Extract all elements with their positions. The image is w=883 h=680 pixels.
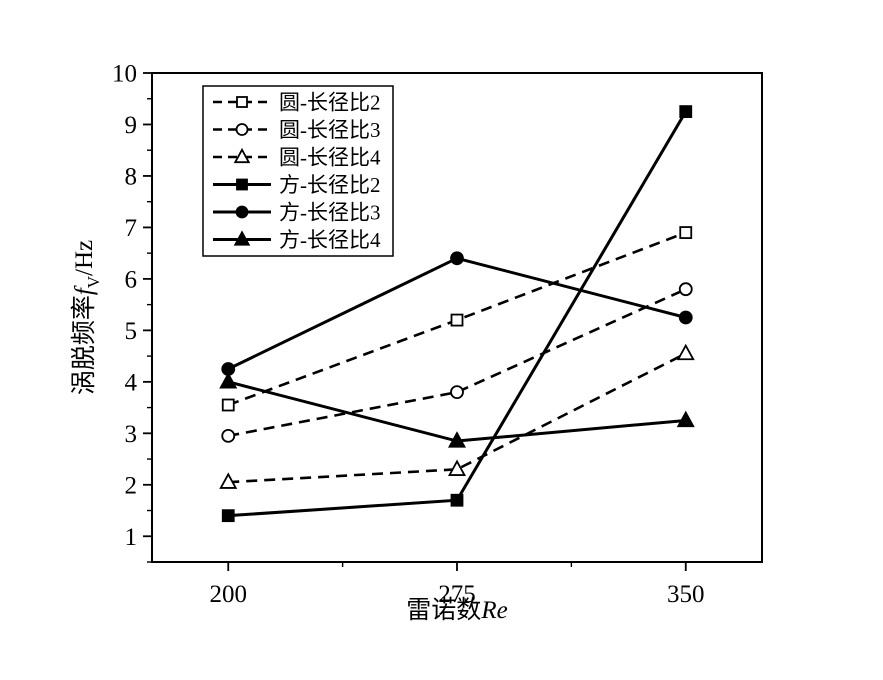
- filled-triangle-marker-icon: [676, 410, 695, 428]
- filled-circle-marker-icon: [450, 251, 464, 266]
- filled-square-marker-icon: [450, 493, 464, 507]
- x-axis-label: 雷诺数Re: [406, 596, 507, 624]
- filled-circle-marker-icon: [235, 205, 249, 219]
- y-tick-label: 10: [112, 61, 137, 88]
- y-tick-label: 4: [125, 369, 138, 396]
- open-square-marker-icon: [679, 226, 693, 239]
- y-tick-label: 6: [125, 266, 138, 293]
- y-tick-label: 7: [125, 215, 138, 242]
- x-tick-label: 200: [210, 581, 248, 608]
- y-tick-label: 2: [125, 472, 138, 499]
- filled-triangle-marker-icon: [447, 431, 467, 448]
- filled-square-marker-icon: [236, 178, 248, 191]
- x-tick-label: 350: [667, 581, 705, 608]
- series-5: [221, 251, 693, 376]
- open-triangle-marker-icon: [219, 472, 238, 489]
- filled-triangle-marker-icon: [233, 230, 251, 246]
- filled-triangle-marker-icon: [219, 372, 238, 389]
- series-3: [219, 343, 695, 489]
- series-1: [221, 226, 693, 412]
- series-4: [221, 105, 693, 523]
- legend-label: 圆-长径比3: [279, 118, 381, 142]
- legend-label: 圆-长径比2: [279, 91, 381, 115]
- series-line: [228, 288, 687, 438]
- legend-label: 方-长径比4: [279, 228, 381, 252]
- x-tick-label: 275: [438, 581, 476, 608]
- open-circle-marker-icon: [221, 428, 236, 443]
- open-square-marker-icon: [450, 313, 464, 327]
- open-square-marker-icon: [236, 96, 248, 108]
- open-circle-marker-icon: [235, 123, 249, 136]
- legend-box: [202, 85, 394, 257]
- filled-circle-marker-icon: [678, 310, 693, 325]
- legend-label: 方-长径比2: [279, 173, 381, 197]
- axes: 1 2 3 4 5 6 7 8 9 10 200 275 350: [112, 61, 763, 608]
- open-circle-marker-icon: [678, 282, 693, 297]
- series-line: [228, 352, 687, 484]
- series-6: [219, 372, 695, 448]
- open-triangle-marker-icon: [233, 147, 251, 164]
- series-line: [227, 256, 687, 371]
- y-tick-label: 3: [125, 421, 138, 448]
- y-tick-label: 9: [125, 112, 138, 139]
- y-axis-label: 涡脱频率fV/Hz: [70, 240, 103, 395]
- open-triangle-marker-icon: [676, 343, 695, 361]
- open-square-marker-icon: [221, 398, 235, 412]
- legend: 圆-长径比2 圆-长径比3 圆-长径比4 方-长径比2 方-长径比3 方-长径比4: [202, 85, 394, 257]
- filled-square-marker-icon: [679, 105, 693, 119]
- filled-square-marker-icon: [221, 509, 235, 523]
- series-2: [221, 282, 693, 443]
- y-tick-label: 1: [125, 524, 138, 551]
- y-tick-label: 5: [125, 318, 138, 345]
- legend-label: 方-长径比3: [279, 201, 381, 225]
- open-triangle-marker-icon: [447, 459, 467, 476]
- y-tick-label: 8: [125, 163, 138, 190]
- open-circle-marker-icon: [450, 385, 464, 400]
- legend-label: 圆-长径比4: [279, 146, 381, 170]
